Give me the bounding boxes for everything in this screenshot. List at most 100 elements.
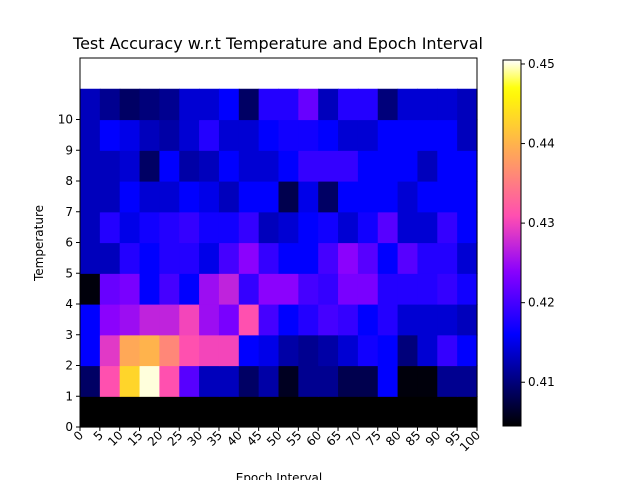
heatmap-cell [457, 242, 478, 274]
heatmap-cell [119, 365, 141, 397]
heatmap-cell [357, 273, 379, 305]
colorbar-ticks: 0.41 0.42 0.43 0.44 0.45 [521, 57, 555, 389]
heatmap-cell [199, 181, 220, 213]
heatmap-cell [159, 242, 180, 274]
x-tick-label: 40 [224, 428, 245, 449]
heatmap-cell [99, 119, 121, 151]
heatmap-cell [377, 365, 399, 397]
heatmap-cell [318, 88, 339, 121]
y-tick-label: 2 [65, 359, 73, 373]
heatmap-cell [139, 365, 160, 397]
heatmap-cell [338, 273, 359, 305]
heatmap-cell [278, 365, 299, 397]
heatmap-cell [159, 88, 180, 121]
heatmap-cell [457, 181, 478, 213]
heatmap-cell [238, 119, 260, 151]
heatmap-cell [159, 181, 180, 213]
heatmap-cell [417, 150, 438, 182]
heatmap-cell [119, 211, 141, 244]
heatmap-cell [278, 242, 299, 274]
heatmap-cell [417, 88, 438, 121]
heatmap-cell [179, 119, 200, 151]
heatmap-cell [119, 242, 141, 274]
heatmap-cell [278, 88, 299, 121]
heatmap-cell [377, 334, 399, 367]
heatmap-cell [258, 150, 280, 182]
heatmap-cell [80, 88, 101, 121]
heatmap-cell [278, 273, 299, 305]
heatmap-cell [258, 181, 280, 213]
heatmap-cell [119, 304, 141, 336]
x-tick-label: 0 [71, 428, 86, 443]
chart-title: Test Accuracy w.r.t Temperature and Epoc… [72, 34, 483, 53]
heatmap-cell [298, 334, 319, 367]
heatmap-cell [457, 365, 478, 397]
y-tick-label: 7 [65, 205, 73, 219]
heatmap-cell [357, 304, 379, 336]
heatmap-cell [199, 211, 220, 244]
heatmap-cell [377, 242, 399, 274]
heatmap-cell [80, 181, 101, 213]
heatmap-cell [238, 365, 260, 397]
heatmap-cell [258, 304, 280, 336]
y-tick-label: 5 [65, 266, 73, 280]
x-tick-label: 70 [343, 428, 364, 449]
x-tick-label: 90 [423, 428, 444, 449]
heatmap-cell [139, 304, 160, 336]
heatmap-cell [238, 242, 260, 274]
heatmap-cell [397, 119, 419, 151]
heatmap-cell [258, 273, 280, 305]
heatmap-cell [318, 242, 339, 274]
heatmap-cell [80, 365, 101, 397]
x-tick-label: 10 [105, 428, 126, 449]
heatmap-cell [338, 150, 359, 182]
heatmap-cell [417, 119, 438, 151]
heatmap-cell [80, 334, 101, 367]
heatmap-cell [80, 304, 101, 336]
heatmap-cell [179, 365, 200, 397]
heatmap-cell [218, 273, 240, 305]
heatmap-cell [99, 396, 121, 428]
heatmap-cell [338, 304, 359, 336]
heatmap-cell [80, 242, 101, 274]
heatmap-cell [218, 334, 240, 367]
y-axis-ticks: 0 1 2 3 4 5 6 7 8 9 10 [58, 113, 80, 434]
heatmap-cell [437, 273, 458, 305]
colorbar-tick-label: 0.41 [528, 375, 555, 389]
heatmap-cell [258, 119, 280, 151]
x-tick-label: 55 [284, 428, 305, 449]
heatmap-cell [318, 150, 339, 182]
heatmap-cell [238, 396, 260, 428]
heatmap-cell [397, 181, 419, 213]
heatmap-cell [199, 365, 220, 397]
heatmap-cell [417, 334, 438, 367]
heatmap-cell [457, 334, 478, 367]
heatmap-cell [338, 119, 359, 151]
heatmap-cell [258, 211, 280, 244]
y-tick-label: 9 [65, 143, 73, 157]
heatmap-cell [357, 211, 379, 244]
heatmap-cell [278, 334, 299, 367]
heatmap-cell [159, 334, 180, 367]
heatmap-cell [159, 365, 180, 397]
heatmap-cell [278, 119, 299, 151]
heatmap-cell [179, 242, 200, 274]
heatmap-cell [318, 181, 339, 213]
heatmap-cell [437, 119, 458, 151]
heatmap-cell [298, 304, 319, 336]
heatmap-cell [80, 273, 101, 305]
heatmap-cell [139, 211, 160, 244]
heatmap-cell [119, 273, 141, 305]
heatmap-cell [338, 88, 359, 121]
heatmap-cell [179, 273, 200, 305]
heatmap-cell [457, 88, 478, 121]
heatmap-cell [139, 334, 160, 367]
heatmap-cell [397, 88, 419, 121]
heatmap-cell [457, 304, 478, 336]
heatmap-cell [338, 242, 359, 274]
heatmap-cell [99, 181, 121, 213]
heatmap-cell [417, 181, 438, 213]
heatmap-cell [338, 181, 359, 213]
heatmap-cell [99, 273, 121, 305]
